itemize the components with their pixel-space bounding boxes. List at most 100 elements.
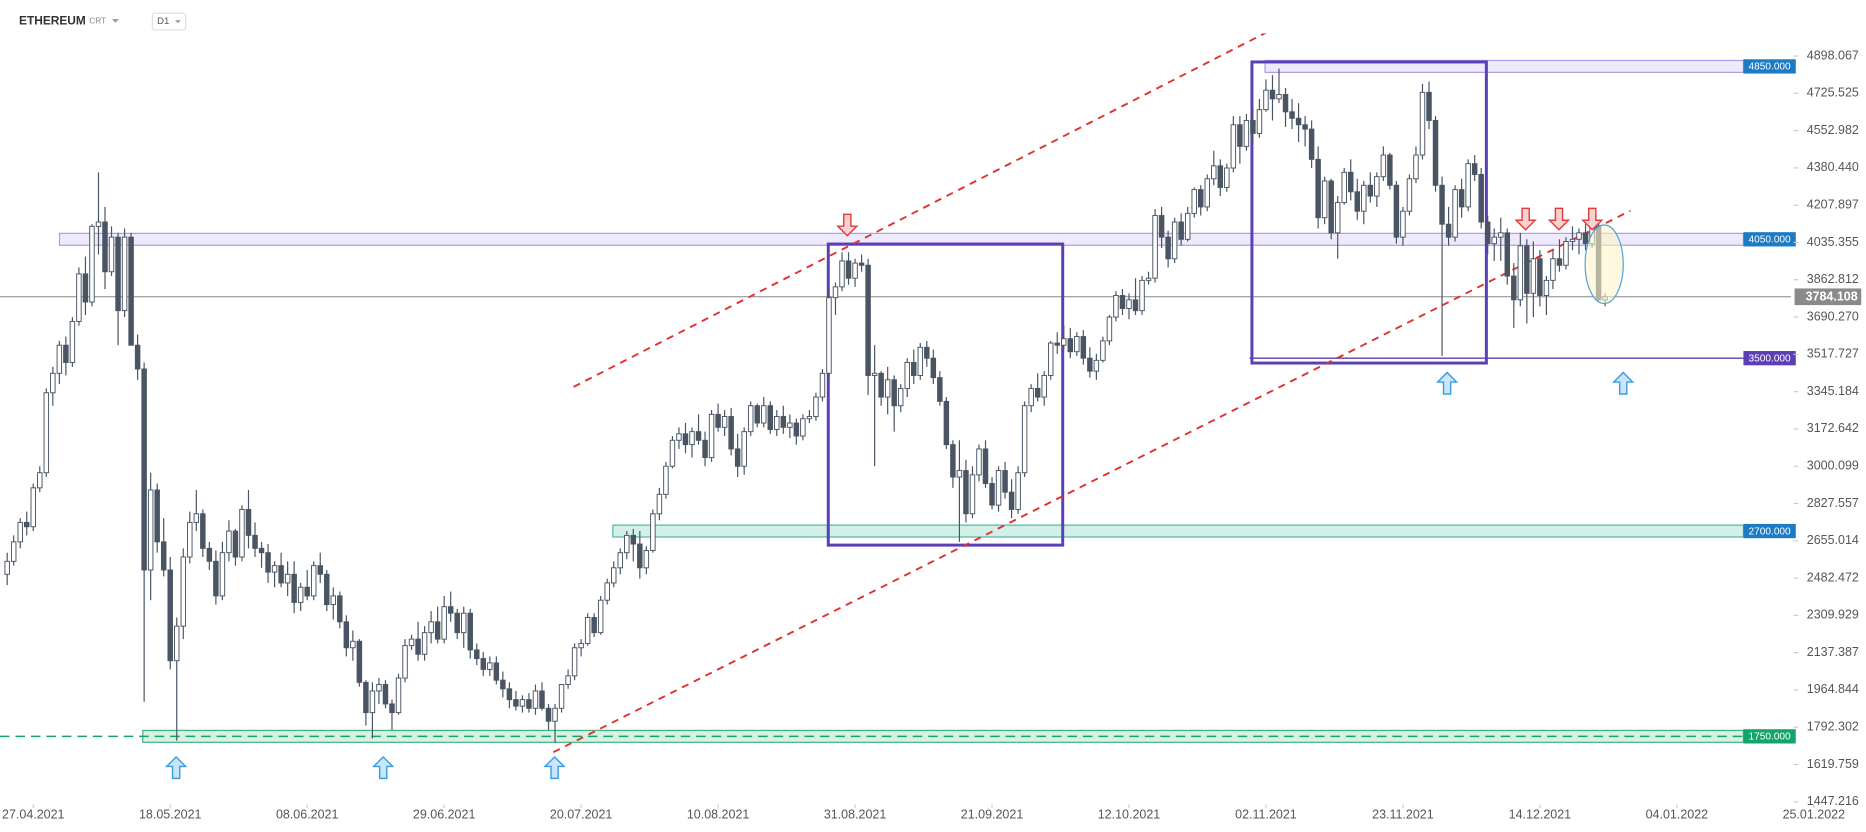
candle-body	[819, 372, 826, 398]
candle-body	[963, 470, 969, 515]
candle-body	[187, 521, 193, 558]
candle-body	[989, 483, 995, 506]
candle-body	[1230, 124, 1237, 169]
candle-body	[17, 521, 23, 543]
candle-body	[747, 405, 754, 433]
candle-body	[865, 264, 871, 376]
candle-body	[330, 595, 337, 606]
y-tick-label: 2482.472	[1807, 570, 1859, 584]
candle-body	[1145, 277, 1152, 281]
y-tick-label: 2309.929	[1807, 608, 1859, 622]
candle-body	[630, 534, 637, 545]
x-tick-label: 21.09.2021	[961, 808, 1024, 822]
level-label-box	[1743, 59, 1796, 74]
candle-body	[252, 534, 258, 549]
candle-body	[1308, 128, 1315, 160]
candle-body	[519, 699, 526, 707]
trend-line	[552, 209, 1631, 754]
candle-body	[976, 448, 982, 476]
x-tick-label: 27.04.2021	[2, 808, 65, 822]
candle-body	[1119, 295, 1126, 309]
level-band	[612, 524, 1745, 538]
candle-body	[689, 431, 695, 446]
candle-body	[969, 474, 976, 515]
candle-body	[682, 433, 689, 446]
y-tick-label: 4898.067	[1807, 48, 1859, 62]
level-label-box	[1743, 523, 1796, 539]
candle-body	[1471, 163, 1478, 175]
candle-body	[160, 541, 167, 571]
candle-body	[1295, 117, 1302, 126]
level-label: 4850.000	[1749, 62, 1792, 73]
toolbar: ETHEREUM CRT D1	[19, 12, 187, 31]
candle-body	[1576, 232, 1582, 240]
down-arrow	[1581, 207, 1604, 231]
candle-body	[1250, 119, 1256, 134]
y-tick-label: 3690.270	[1807, 309, 1859, 323]
candle-body	[134, 344, 141, 370]
candle-body	[128, 236, 134, 346]
candle-body	[1061, 338, 1067, 346]
candle-body	[1439, 184, 1445, 225]
candle-body	[460, 612, 467, 634]
interval[interactable]: D1	[157, 16, 169, 27]
candle-body	[1191, 189, 1197, 214]
candle-body	[389, 703, 395, 714]
candle-body	[826, 297, 832, 374]
candle-body	[95, 221, 102, 227]
dropdown-icon[interactable]	[174, 20, 181, 24]
candle-body	[4, 560, 10, 575]
candle-body	[297, 586, 304, 603]
candle-body	[1413, 154, 1419, 180]
candle-body	[1387, 154, 1393, 186]
trend-line	[573, 33, 1267, 388]
candle-body	[617, 552, 623, 569]
candle-body	[558, 684, 565, 709]
candle-body	[102, 221, 108, 273]
x-tick-label: 04.01.2022	[1646, 808, 1709, 822]
candle-body	[1080, 336, 1087, 359]
candle-body	[1419, 91, 1426, 156]
candle-body	[421, 632, 428, 655]
x-tick-label: 23.11.2021	[1372, 808, 1434, 822]
candle-body	[897, 387, 904, 407]
candle-body	[917, 346, 924, 376]
feed[interactable]: CRT	[89, 16, 106, 26]
y-tick-label: 3345.184	[1807, 384, 1859, 398]
dropdown-icon[interactable]	[111, 19, 120, 23]
candle-body	[56, 344, 63, 374]
y-tick-label: 4035.355	[1807, 235, 1859, 249]
level-label: 1750.000	[1749, 732, 1792, 743]
level-label: 2700.000	[1749, 526, 1792, 537]
up-arrow	[1435, 371, 1459, 395]
candle-body	[1400, 210, 1406, 238]
candle-body	[1465, 163, 1471, 208]
candle-body	[578, 642, 584, 649]
candle-body	[1217, 165, 1224, 188]
candle-body	[1237, 124, 1243, 147]
candle-body	[50, 372, 56, 394]
candle-body	[624, 534, 630, 554]
candle-body	[1034, 387, 1041, 398]
candle-body	[1393, 184, 1400, 238]
candle-body	[1139, 279, 1145, 312]
candle-body	[1171, 221, 1178, 260]
candle-body	[1158, 215, 1165, 238]
candle-body	[845, 260, 852, 279]
y-tick-label: 1792.302	[1807, 720, 1859, 734]
candle-body	[1178, 221, 1184, 240]
candle-body	[206, 547, 213, 562]
candle-body	[1256, 109, 1263, 134]
candle-body	[800, 418, 806, 437]
interval-button[interactable]	[151, 12, 187, 31]
candle-body	[141, 368, 147, 571]
candle-body	[1152, 215, 1158, 279]
candle-body	[1321, 180, 1328, 219]
down-arrow	[1547, 207, 1571, 231]
candle-body	[121, 236, 128, 312]
candle-body	[258, 547, 265, 554]
candle-body	[1289, 111, 1295, 119]
candle-body	[571, 647, 578, 677]
